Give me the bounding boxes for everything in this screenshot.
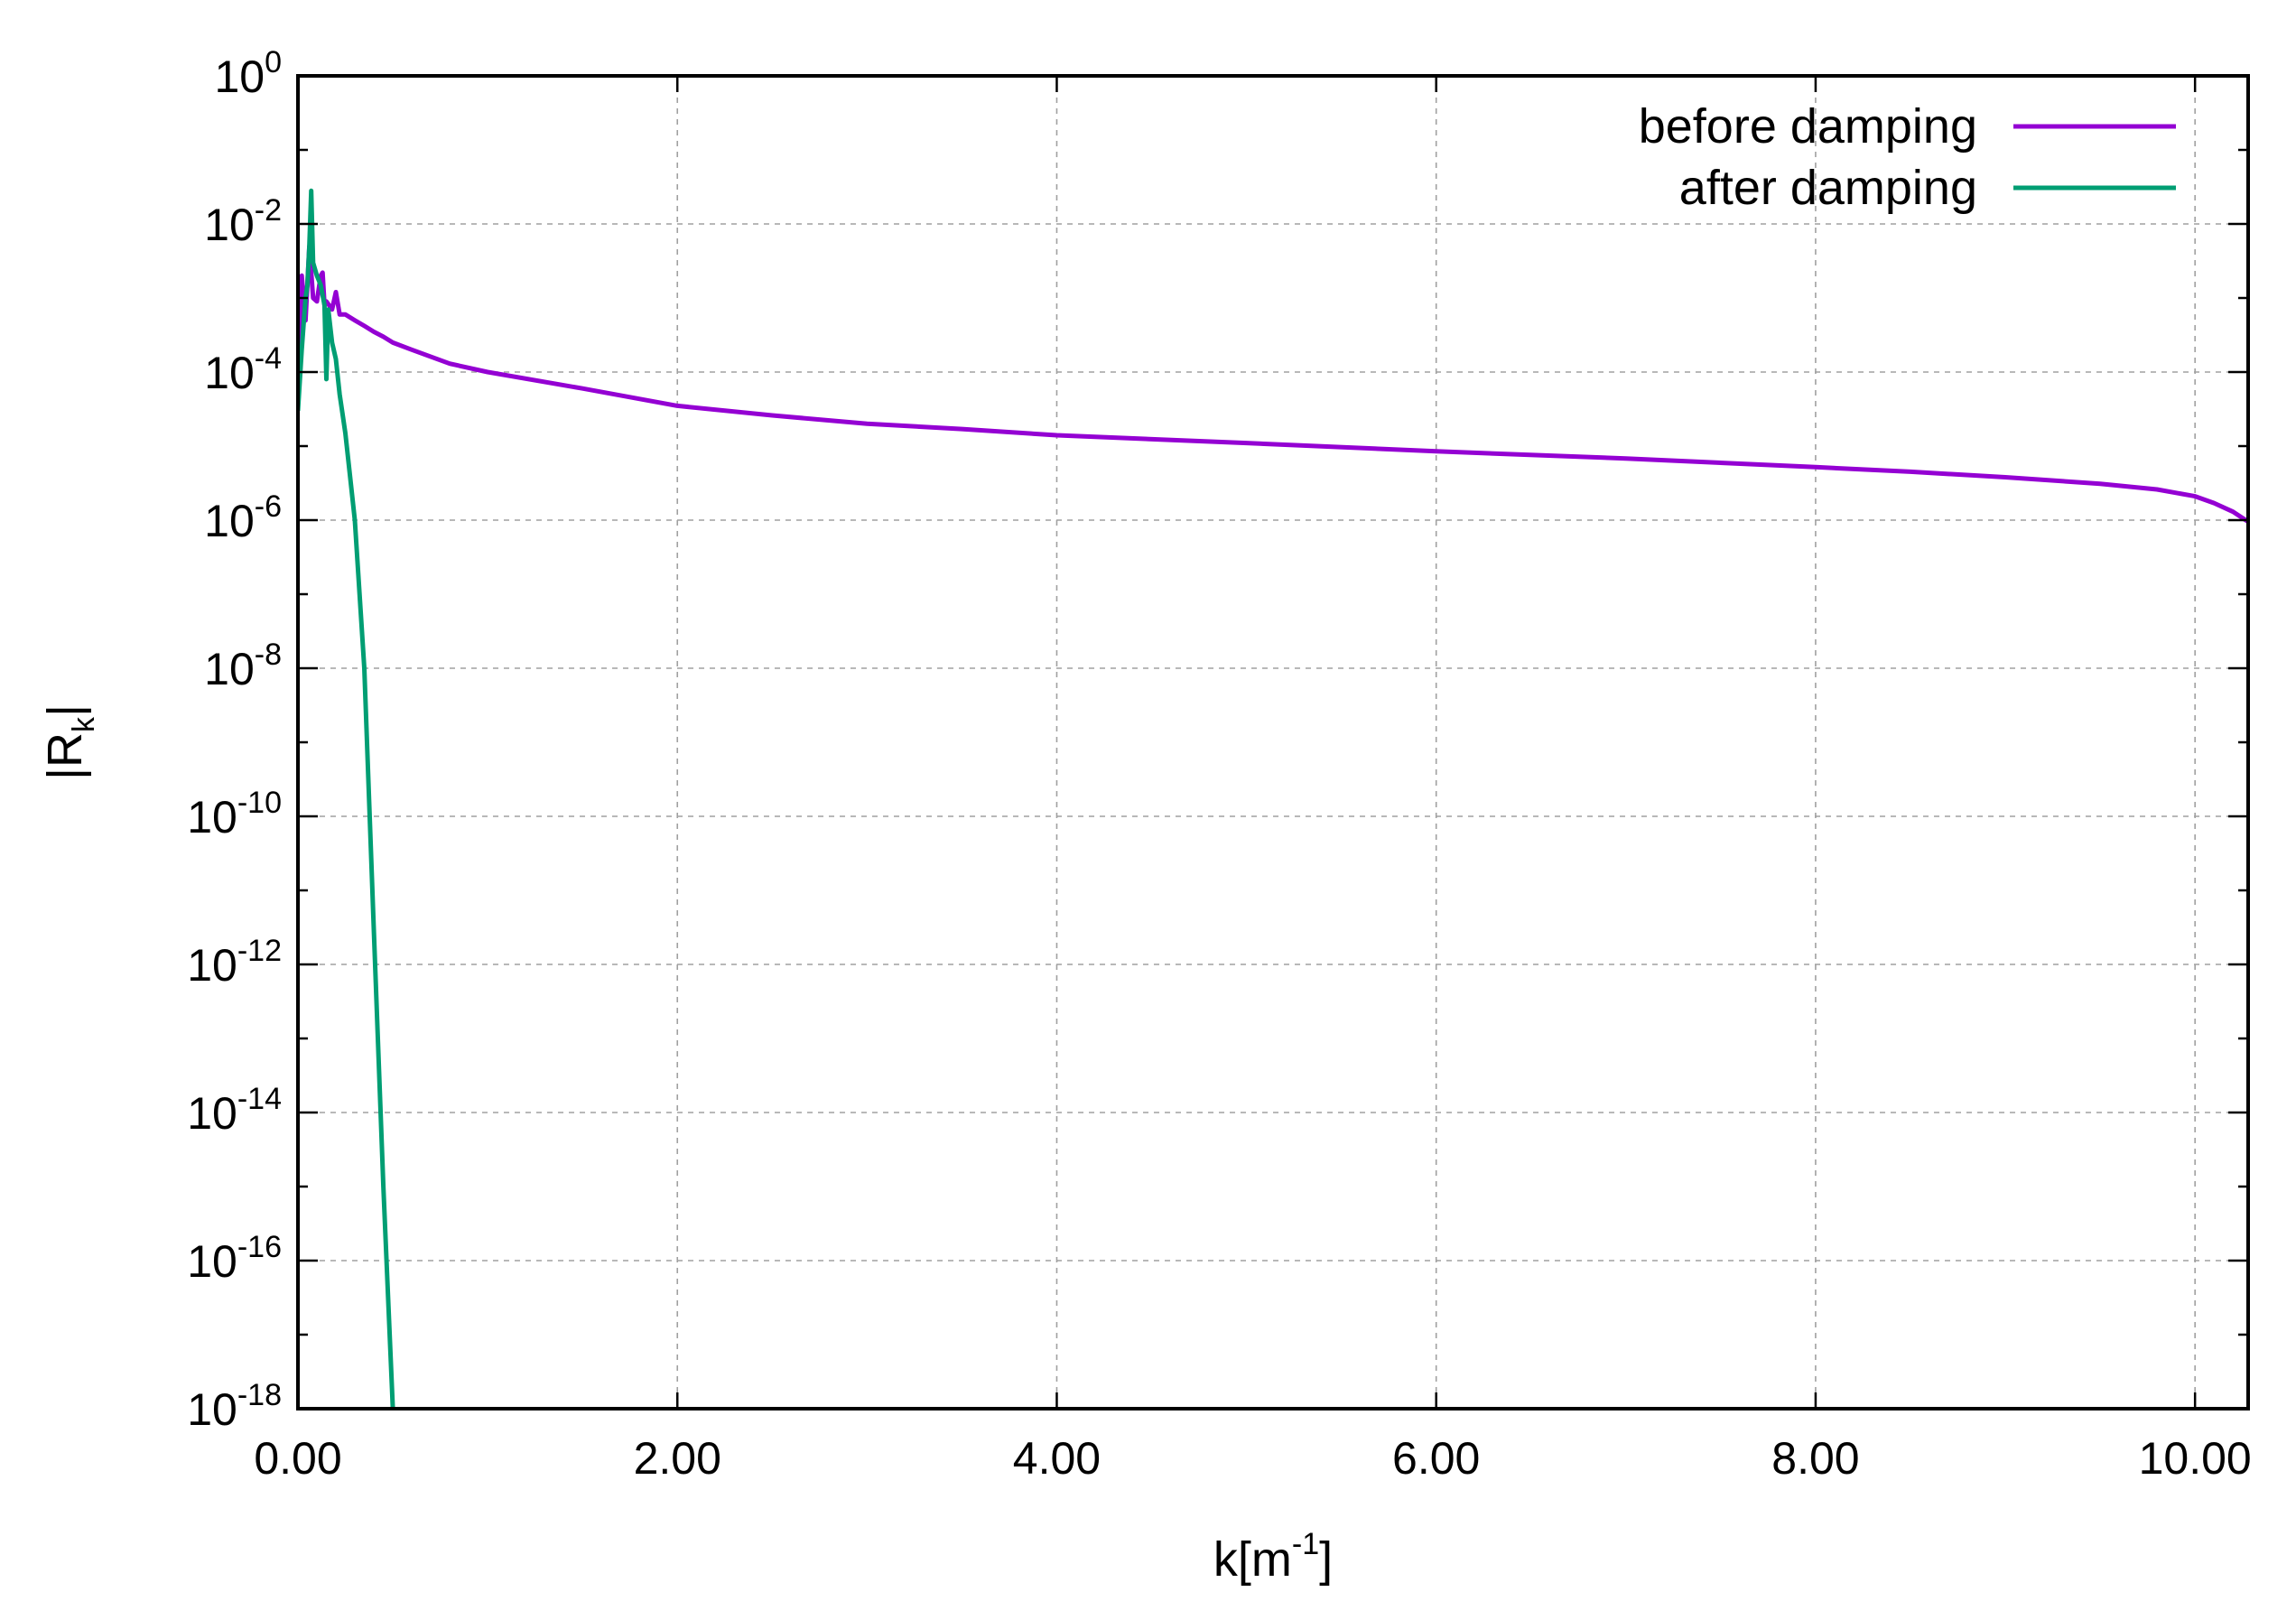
plot-area <box>298 188 2248 1409</box>
y-tick-label: 10-4 <box>204 341 282 398</box>
y-tick-label: 10-14 <box>187 1082 282 1139</box>
y-tick-label: 10-16 <box>187 1230 282 1287</box>
plot-frame <box>296 74 2250 1411</box>
axis-ticks <box>296 74 2248 1411</box>
legend-label: before damping <box>1639 99 1977 154</box>
x-tick-label: 4.00 <box>1013 1433 1101 1484</box>
legend: before damping after damping <box>1639 99 2176 215</box>
x-tick-label: 10.00 <box>2139 1433 2252 1484</box>
x-tick-label: 0.00 <box>254 1433 341 1484</box>
x-axis-label: k[m-1] <box>1213 1527 1333 1587</box>
x-tick-label: 2.00 <box>634 1433 721 1484</box>
x-tick-label: 6.00 <box>1392 1433 1480 1484</box>
y-tick-label: 10-12 <box>187 934 282 991</box>
y-tick-label: 100 <box>214 45 282 102</box>
y-tick-label: 10-10 <box>187 786 282 843</box>
grid-lines <box>298 76 2248 1409</box>
x-tick-label: 8.00 <box>1771 1433 1859 1484</box>
y-tick-label: 10-2 <box>204 193 282 250</box>
legend-label: after damping <box>1679 161 1977 215</box>
y-axis-label: |Rk| <box>38 704 101 780</box>
y-tick-label: 10-8 <box>204 638 282 694</box>
y-tick-label: 10-6 <box>204 489 282 546</box>
series-line-before-damping <box>298 244 2248 524</box>
y-tick-label: 10-18 <box>187 1378 282 1435</box>
y-tick-labels: 100 10-2 10-4 10-6 10-8 10-10 10-12 10-14 10-16 1… <box>187 45 282 1435</box>
series-line-after-damping <box>298 188 395 1409</box>
x-tick-labels: 0.00 2.00 4.00 6.00 8.00 10.00 <box>254 1433 2251 1484</box>
